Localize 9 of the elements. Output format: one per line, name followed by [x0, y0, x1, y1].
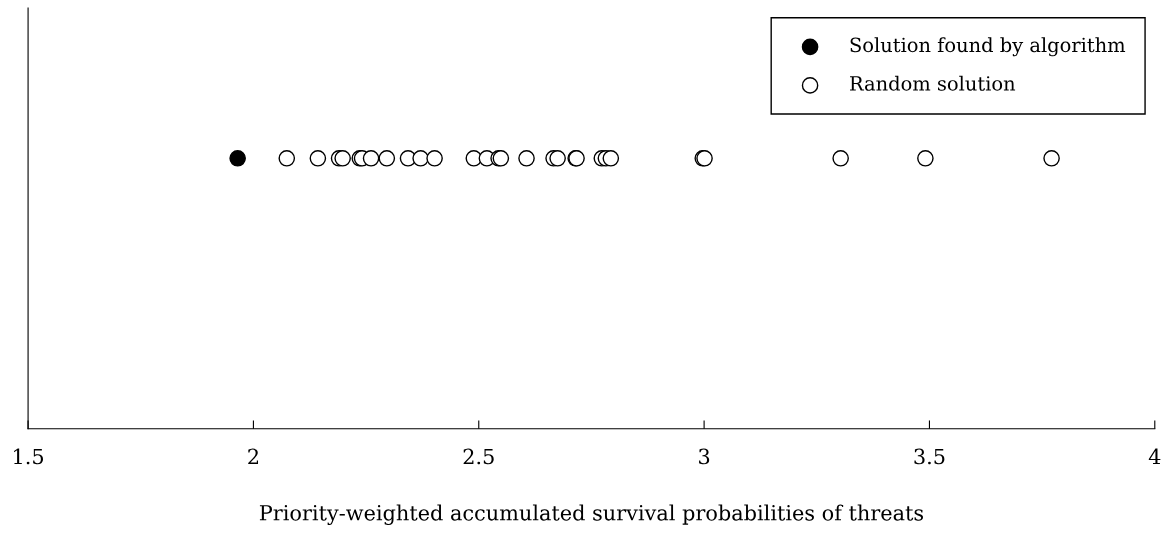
x-tick-label: 3: [699, 448, 710, 465]
legend-label: Solution found by algorithm: [850, 37, 1126, 57]
x-tick-label: 1.5: [14, 448, 44, 465]
x-tick-label: 2: [248, 448, 259, 465]
legend-label: Random solution: [850, 75, 1016, 91]
x-tick-label: 2.5: [463, 448, 494, 465]
x-tick-label: 4: [1148, 448, 1161, 465]
x-axis-title: Priority-weighted accumulated survival probabilities of threats: [259, 504, 924, 525]
x-tick-label: 3.5: [914, 448, 945, 465]
